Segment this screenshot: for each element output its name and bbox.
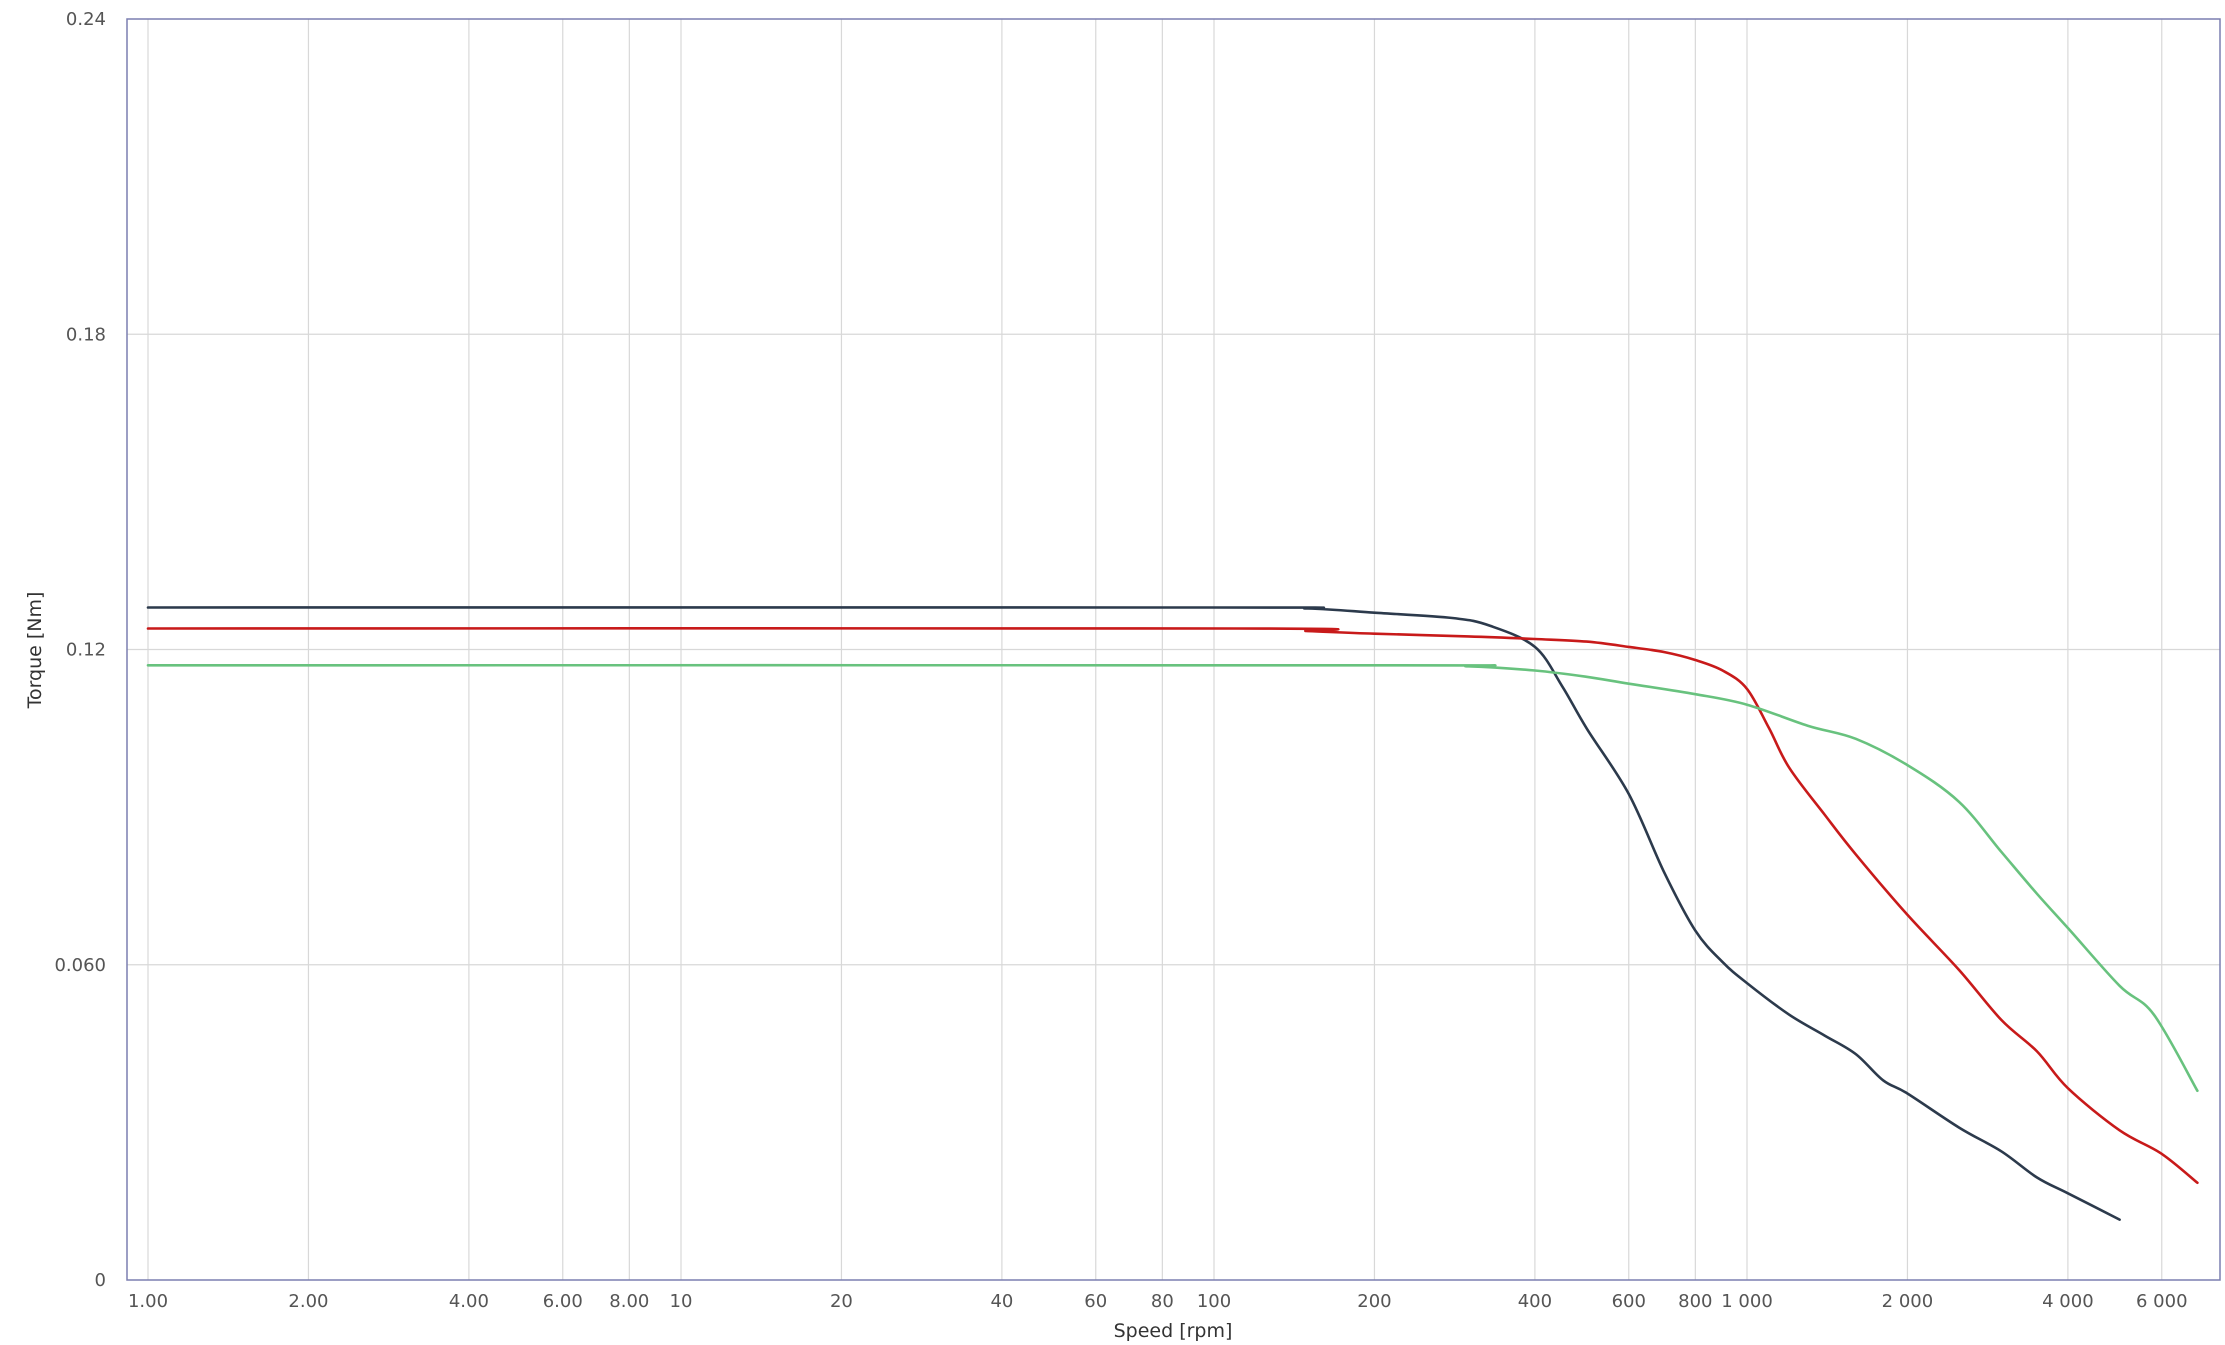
y-tick-label: 0 [95, 1270, 106, 1291]
y-axis-title: Torque [Nm] [24, 592, 46, 710]
x-tick-label: 6 000 [2136, 1291, 2188, 1312]
y-tick-label: 0.18 [66, 324, 106, 345]
y-tick-label: 0.24 [66, 9, 106, 30]
x-tick-label: 2 000 [1882, 1291, 1934, 1312]
x-tick-label: 20 [830, 1291, 853, 1312]
x-tick-label: 600 [1612, 1291, 1646, 1312]
x-tick-label: 60 [1084, 1291, 1107, 1312]
x-tick-label: 800 [1678, 1291, 1712, 1312]
x-tick-label: 4.00 [449, 1291, 489, 1312]
x-tick-label: 80 [1151, 1291, 1174, 1312]
series-line-3 [146, 663, 2199, 1093]
y-tick-labels: 0 0.060 0.12 0.18 0.24 [54, 9, 106, 1291]
series-line-2 [146, 626, 2199, 1185]
x-axis-title: Speed [rpm] [1114, 1320, 1233, 1342]
x-tick-label: 4 000 [2042, 1291, 2094, 1312]
x-tick-label: 100 [1197, 1291, 1231, 1312]
x-tick-label: 2.00 [288, 1291, 328, 1312]
x-tick-label: 40 [990, 1291, 1013, 1312]
grid-lines [127, 19, 2220, 1280]
x-tick-label: 10 [670, 1291, 693, 1312]
x-tick-label: 400 [1518, 1291, 1552, 1312]
x-tick-label: 1.00 [128, 1291, 168, 1312]
plot-frame [126, 18, 2221, 1281]
series-line-1 [146, 606, 2121, 1221]
x-tick-labels: 1.00 2.00 4.00 6.00 8.00 10 20 40 60 80 100 200 400 6… [128, 1291, 2188, 1312]
series-lines [146, 606, 2199, 1221]
x-tick-label: 200 [1357, 1291, 1391, 1312]
y-tick-label: 0.12 [66, 640, 106, 661]
x-tick-label: 8.00 [609, 1291, 649, 1312]
x-tick-label: 1 000 [1721, 1291, 1773, 1312]
x-tick-label: 6.00 [543, 1291, 583, 1312]
y-tick-label: 0.060 [54, 955, 106, 976]
